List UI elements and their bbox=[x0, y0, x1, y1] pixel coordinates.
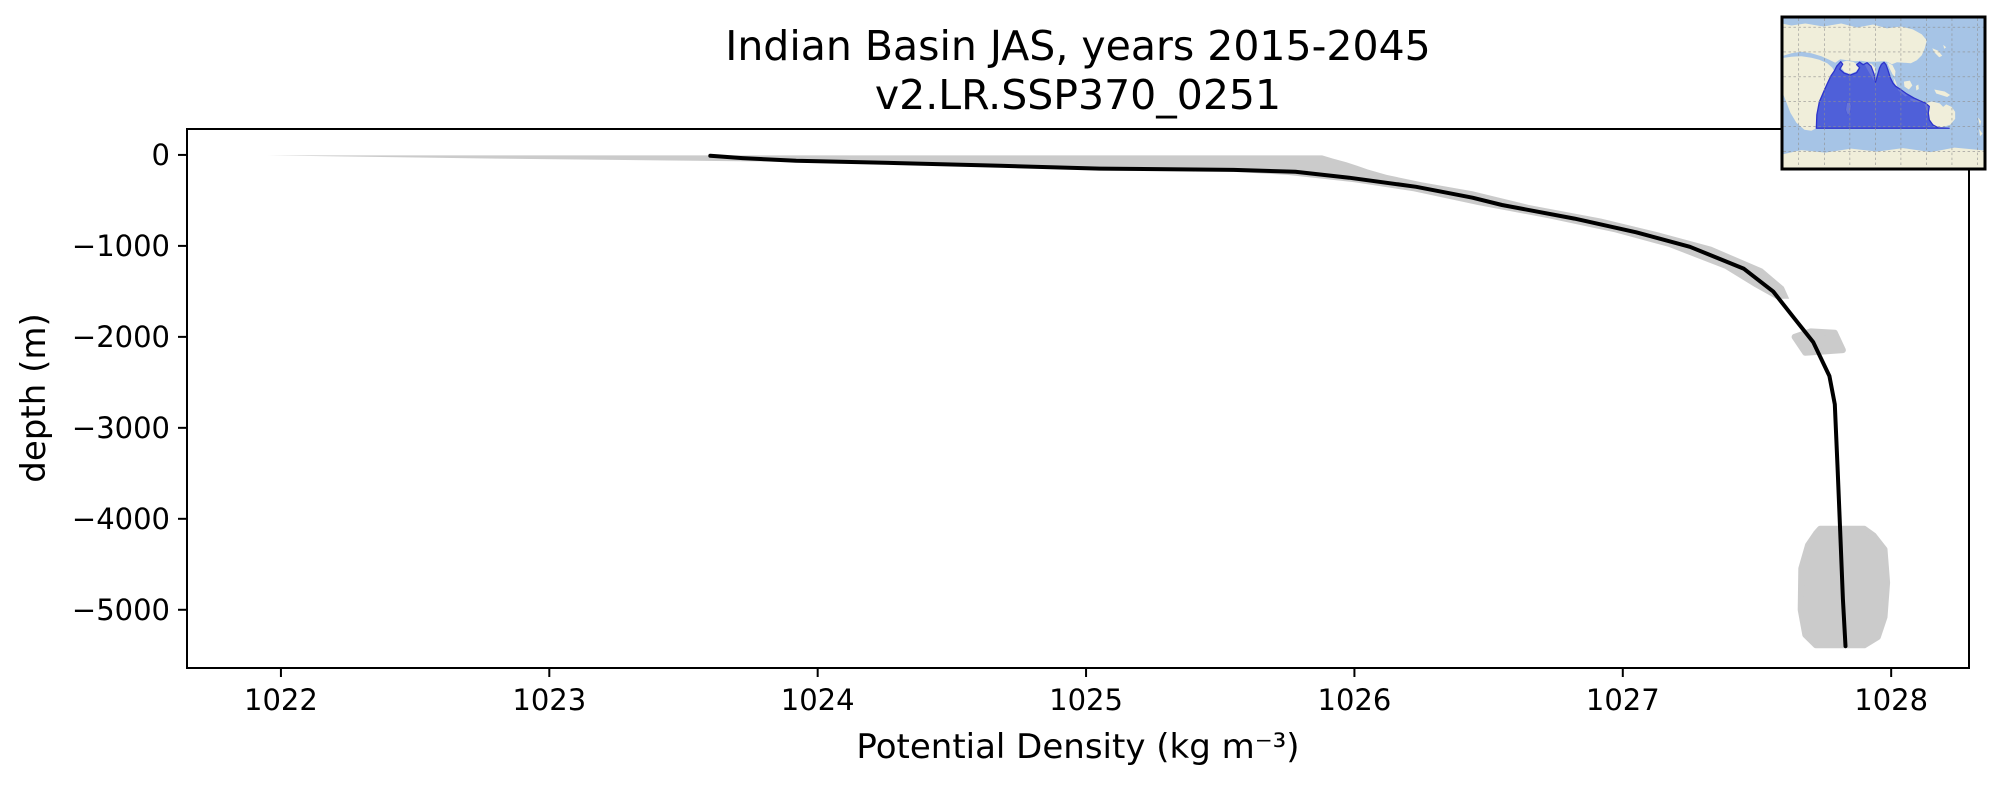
map-land-newzealand bbox=[1978, 117, 1982, 126]
x-axis-label: Potential Density (kg m⁻³) bbox=[856, 727, 1299, 767]
map-land-africa bbox=[1783, 56, 1835, 131]
x-tick-label: 1027 bbox=[1586, 683, 1660, 717]
map-gridlines bbox=[1783, 18, 1984, 168]
inset-map-canvas bbox=[1783, 18, 1984, 168]
inset-map-border bbox=[1780, 15, 1987, 171]
y-axis-label: depth (m) bbox=[14, 313, 54, 482]
map-land-borneo bbox=[1903, 80, 1913, 90]
x-tick-label: 1023 bbox=[512, 683, 586, 717]
inset-map bbox=[1780, 15, 1987, 171]
map-land-antarctica bbox=[1783, 147, 1984, 168]
map-land-indochina bbox=[1886, 62, 1896, 78]
y-tick-label: −1000 bbox=[72, 229, 170, 263]
map-land-newguinea bbox=[1934, 89, 1951, 97]
map-land-australia bbox=[1924, 101, 1956, 128]
map-land-sulawesi bbox=[1915, 84, 1919, 91]
x-tick-label: 1022 bbox=[244, 683, 318, 717]
y-tick-label: −4000 bbox=[72, 502, 170, 536]
spread-band bbox=[267, 155, 1790, 299]
chart-subtitle: v2.LR.SSP370_0251 bbox=[875, 71, 1281, 119]
map-land-japan-north bbox=[1943, 44, 1947, 49]
y-tick-label: −2000 bbox=[72, 320, 170, 354]
map-land-malay bbox=[1893, 77, 1898, 88]
map-land-japan bbox=[1932, 48, 1943, 58]
y-tick-label: 0 bbox=[152, 138, 170, 172]
y-tick-label: −5000 bbox=[72, 593, 170, 627]
x-tick-label: 1024 bbox=[781, 683, 855, 717]
mean-profile-line bbox=[708, 153, 1848, 649]
x-tick-label: 1028 bbox=[1854, 683, 1928, 717]
plot-area: 1022 1023 1024 1025 1026 1027 1028 0 −1000 −2000 −… bbox=[72, 138, 1928, 717]
map-land-newzealand-south bbox=[1979, 128, 1983, 137]
map-land-arabia bbox=[1840, 60, 1860, 75]
map-land-eurasia bbox=[1783, 23, 1927, 65]
map-land-uk bbox=[1789, 38, 1793, 44]
map-landmasses bbox=[1783, 23, 1984, 168]
x-tick-label: 1026 bbox=[1318, 683, 1392, 717]
axes-frame bbox=[186, 128, 1970, 669]
y-tick-label: −3000 bbox=[72, 411, 170, 445]
x-tick-label: 1025 bbox=[1049, 683, 1123, 717]
chart-title: Indian Basin JAS, years 2015-2045 bbox=[725, 22, 1431, 70]
